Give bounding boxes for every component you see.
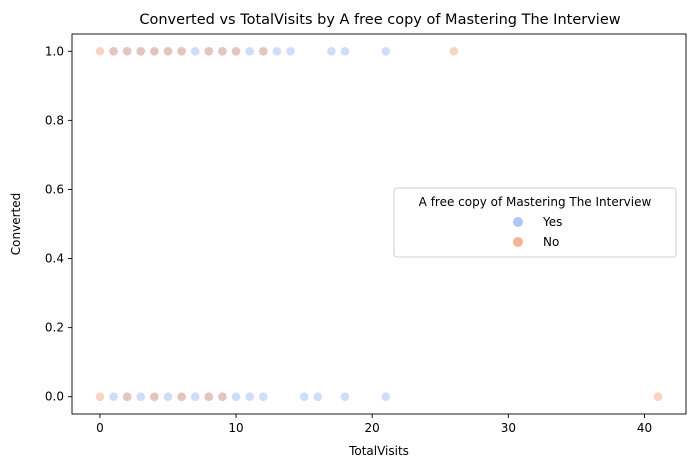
y-tick-label: 0.0: [45, 390, 64, 404]
data-point-yes: [381, 392, 391, 402]
x-axis: 0 10 20 30 40: [96, 414, 652, 435]
data-point-no: [136, 46, 146, 56]
data-point-no: [258, 46, 268, 56]
data-point-no: [177, 46, 186, 56]
y-tick-label: 0.4: [45, 252, 64, 266]
data-point-no: [218, 46, 227, 56]
legend-title: A free copy of Mastering The Interview: [419, 195, 652, 209]
data-point-no: [95, 46, 105, 56]
data-point-yes: [190, 46, 200, 56]
y-tick-label: 0.6: [45, 182, 64, 196]
scatter-points: [95, 46, 663, 402]
legend-marker-no: [513, 237, 523, 247]
data-point-no: [218, 392, 227, 402]
data-point-yes: [163, 392, 173, 402]
data-point-yes: [299, 392, 309, 402]
data-point-yes: [136, 392, 146, 402]
data-point-yes: [231, 392, 241, 402]
data-point-no: [204, 392, 214, 402]
data-point-no: [204, 46, 214, 56]
data-point-no: [150, 46, 159, 56]
data-point-yes: [272, 46, 282, 56]
y-axis-label: Converted: [9, 193, 23, 255]
y-axis: 0.0 0.2 0.4 0.6 0.8 1.0: [45, 44, 72, 404]
data-point-no: [122, 46, 132, 56]
data-point-no: [150, 392, 159, 402]
data-point-no: [653, 392, 663, 402]
plot-frame: [71, 33, 687, 415]
data-point-no: [95, 392, 105, 402]
legend-label-no: No: [543, 235, 559, 249]
data-point-yes: [258, 392, 268, 402]
data-point-no: [163, 46, 173, 56]
x-tick-label: 0: [96, 421, 104, 435]
legend-label-yes: Yes: [542, 215, 562, 229]
data-point-no: [449, 46, 459, 56]
y-tick-label: 0.2: [45, 321, 64, 335]
legend-box: [393, 187, 677, 258]
data-point-yes: [245, 392, 254, 402]
x-tick-label: 20: [365, 421, 380, 435]
data-point-yes: [109, 392, 118, 402]
data-point-yes: [286, 46, 295, 56]
chart-title: Converted vs TotalVisits by A free copy …: [139, 12, 620, 28]
data-point-yes: [340, 46, 350, 56]
data-point-no: [109, 46, 118, 56]
data-point-no: [177, 392, 186, 402]
legend-marker-yes: [513, 217, 523, 227]
legend: A free copy of Mastering The Interview Y…: [393, 187, 677, 258]
data-point-no: [122, 392, 132, 402]
x-tick-label: 40: [637, 421, 652, 435]
data-point-yes: [190, 392, 200, 402]
data-point-yes: [327, 46, 336, 56]
x-axis-label: TotalVisits: [348, 444, 409, 458]
y-tick-label: 0.8: [45, 113, 64, 127]
data-point-yes: [340, 392, 350, 402]
x-tick-label: 10: [228, 421, 243, 435]
data-point-yes: [245, 46, 254, 56]
data-point-yes: [381, 46, 391, 56]
y-tick-label: 1.0: [45, 44, 64, 58]
x-tick-label: 30: [501, 421, 516, 435]
data-point-yes: [313, 392, 323, 402]
data-point-no: [231, 46, 241, 56]
